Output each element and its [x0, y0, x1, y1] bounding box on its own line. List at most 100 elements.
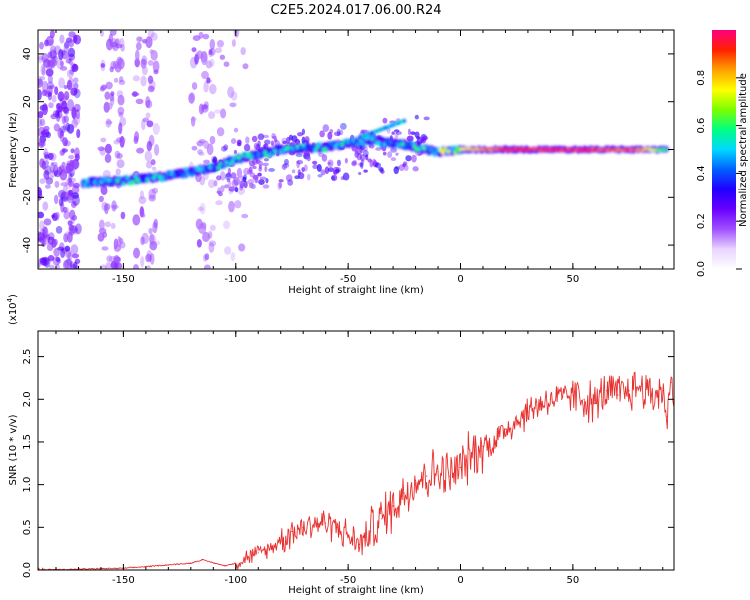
spectrogram-noise-cell — [100, 59, 106, 72]
spectrogram-noise-cell — [63, 85, 68, 90]
spectrogram-noise-cell — [224, 173, 232, 181]
spectrogram-noise-cell — [100, 84, 107, 91]
spectrogram-noise-cell — [203, 81, 209, 93]
spectrogram-ridge-cell — [226, 157, 231, 162]
spectrogram-noise-cell — [142, 39, 148, 44]
spectrogram-noise-cell — [110, 38, 118, 50]
spectrogram-x-tick-label: 50 — [567, 274, 580, 285]
spectrogram-noise-cell — [149, 233, 155, 245]
spectrogram-noise-cell — [233, 176, 241, 186]
spectrogram-noise-cell — [252, 165, 257, 170]
snr-data-point — [549, 398, 551, 400]
colorbar-tick-label: 0.6 — [696, 118, 707, 134]
snr-data-point — [666, 415, 668, 417]
spectrogram-noise-cell — [44, 165, 52, 176]
snr-data-point — [403, 492, 405, 494]
spectrogram-noise-cell — [278, 179, 284, 183]
spectrogram-noise-cell — [76, 128, 81, 139]
spectrogram-noise-cell — [59, 149, 65, 156]
snr-data-point — [605, 390, 608, 392]
spectrogram-branch-cell — [402, 118, 406, 123]
spectrogram-noise-cell — [327, 161, 332, 165]
spectrogram-noise-cell — [140, 256, 145, 268]
spectrogram-noise-cell — [41, 65, 46, 76]
spectrogram-noise-cell — [277, 182, 282, 191]
spectrogram-noise-cell — [242, 176, 247, 183]
spectrogram-noise-cell — [106, 255, 113, 263]
spectrogram-noise-cell — [73, 261, 78, 269]
spectrogram-noise-cell — [55, 226, 63, 234]
spectrogram-noise-cell — [114, 62, 122, 73]
spectrogram-noise-cell — [150, 49, 158, 61]
spectrogram-noise-cell — [71, 192, 80, 199]
spectrogram-noise-cell — [41, 241, 46, 248]
spectrogram-ridge-cell — [107, 178, 112, 183]
spectrogram-noise-cell — [145, 265, 151, 269]
spectrogram-ridge-cell — [362, 142, 366, 147]
snr-y-tick-label: 0.0 — [22, 562, 33, 578]
spectrogram-noise-cell — [357, 162, 363, 166]
spectrogram-noise-cell — [249, 172, 256, 178]
spectrogram-noise-cell — [297, 172, 305, 180]
spectrogram-noise-cell — [262, 184, 270, 189]
spectrogram-ridge-cell — [105, 181, 110, 187]
spectrogram-noise-cell — [118, 122, 123, 135]
spectrogram-noise-cell — [241, 213, 249, 219]
spectrogram-noise-cell — [147, 85, 155, 93]
snr-data-point — [223, 565, 226, 567]
spectrogram-noise-cell — [306, 155, 311, 162]
spectrogram-noise-cell — [115, 168, 121, 175]
snr-data-point — [381, 518, 383, 520]
spectrogram-noise-cell — [47, 175, 54, 180]
spectrogram-noise-cell — [141, 65, 148, 76]
spectrogram-noise-cell — [248, 160, 256, 167]
spectrogram-noise-cell — [66, 69, 74, 79]
spectrogram-noise-cell — [57, 110, 63, 119]
spectrogram-noise-cell — [47, 51, 53, 59]
spectrogram-noise-cell — [273, 137, 278, 143]
spectrogram-noise-cell — [208, 48, 213, 55]
spectrogram-noise-cell — [135, 49, 140, 62]
spectrogram-noise-cell — [393, 166, 400, 175]
spectrogram-noise-cell — [264, 165, 268, 173]
snr-data-point — [583, 398, 585, 400]
spectrogram-noise-cell — [146, 140, 153, 152]
spectrogram-noise-cell — [147, 75, 154, 84]
spectrogram-noise-cell — [296, 160, 300, 169]
spectrogram-noise-cell — [113, 139, 120, 145]
spectrogram-noise-cell — [132, 91, 138, 98]
spectrogram-noise-cell — [423, 116, 430, 121]
spectrogram-noise-cell — [303, 164, 308, 172]
spectrogram-noise-cell — [114, 256, 121, 265]
spectrogram-ridge-cell — [340, 142, 344, 147]
spectrogram-noise-cell — [142, 117, 150, 123]
spectrogram-noise-cell — [145, 253, 152, 263]
spectrogram-ridge-cell — [396, 143, 401, 148]
spectrogram-noise-cell — [104, 143, 112, 154]
spectrogram-noise-cell — [38, 137, 44, 149]
spectrogram-noise-cell — [295, 153, 303, 158]
spectrogram-noise-cell — [67, 77, 74, 90]
spectrogram-noise-cell — [59, 34, 65, 44]
spectrogram-noise-cell — [191, 47, 197, 53]
spectrogram-ridge-cell — [103, 177, 107, 182]
spectrogram-noise-cell — [38, 237, 45, 243]
spectrogram-ridge-cell — [210, 163, 215, 168]
colorbar-tick-label: 0.4 — [696, 165, 707, 181]
spectrogram-noise-cell — [283, 158, 289, 166]
spectrogram-noise-cell — [115, 43, 123, 49]
spectrogram-noise-cell — [327, 167, 334, 173]
snr-data-point — [190, 562, 192, 564]
spectrogram-noise-cell — [203, 264, 211, 269]
spectrogram-noise-cell — [39, 118, 46, 127]
spectrogram-ridge-cell — [350, 141, 354, 146]
spectrogram-ridge-cell — [139, 178, 144, 183]
spectrogram-noise-cell — [49, 45, 57, 54]
spectrogram-ridge-cell — [372, 135, 377, 140]
spectrogram-noise-cell — [317, 152, 325, 158]
colorbar-tick-label: 0.2 — [696, 213, 707, 229]
snr-data-point — [662, 390, 664, 392]
spectrogram-noise-cell — [278, 181, 283, 189]
snr-data-point — [671, 381, 673, 383]
spectrogram-noise-cell — [253, 142, 259, 150]
